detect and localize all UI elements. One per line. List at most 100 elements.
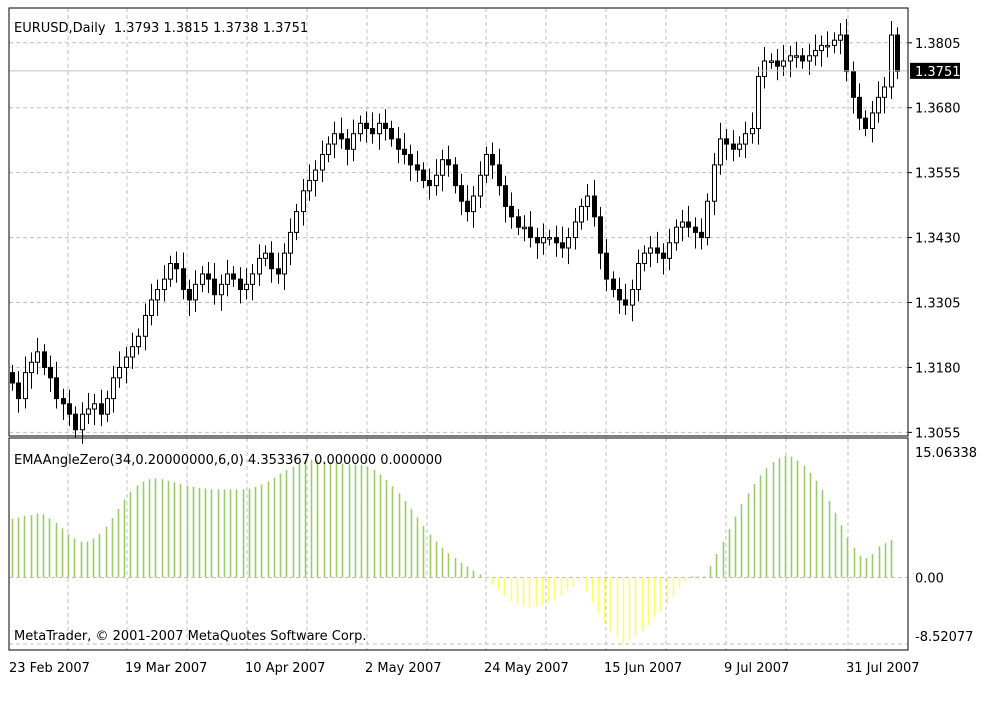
candle-body-up (92, 403, 97, 410)
candle-body-up (332, 133, 337, 145)
candle-body-up (225, 273, 230, 285)
candle-body-down (402, 148, 407, 155)
candle-body-up (636, 263, 641, 291)
candle-body-down (427, 179, 432, 187)
candle-body-down (174, 263, 179, 270)
candle-body-up (320, 153, 325, 171)
candle-body-down (509, 205, 514, 218)
candle-body-up (788, 55, 793, 62)
indicator-tick-label: 15.06338 (915, 446, 977, 461)
candle-body-up (876, 96, 881, 114)
indicator-pane-frame (8, 437, 909, 651)
candle-body-down (895, 34, 900, 72)
candle-body-down (383, 122, 388, 130)
candle-body-up (756, 76, 761, 130)
candle-body-up (124, 356, 129, 368)
candle-body-up (288, 231, 293, 254)
candle-body-down (516, 216, 521, 228)
current-price-label: 1.3751 (915, 65, 961, 80)
candle-body-down (554, 237, 559, 244)
axis-labels: 23 Feb 2007 19 Mar 2007 10 Apr 2007 2 May 2… (9, 37, 977, 676)
candle-body-up (471, 195, 476, 213)
candle-body-up (737, 143, 742, 150)
candle-body-up (566, 237, 571, 249)
candle-body-down (48, 366, 53, 379)
candle-body-down (187, 289, 192, 301)
price-tick-label: 1.3305 (915, 297, 961, 312)
time-axis-label: 9 Jul 2007 (724, 661, 789, 676)
time-axis-label: 15 Jun 2007 (604, 661, 682, 676)
candle-body-up (80, 413, 85, 431)
candle-body-down (724, 138, 729, 145)
candle-body-up (282, 252, 287, 275)
candle-body-down (693, 226, 698, 233)
indicator-header: EMAAngleZero(34,0.20000000,6,0) 4.353367… (14, 453, 442, 468)
time-axis-label: 24 May 2007 (484, 661, 569, 676)
candle-body-up (547, 237, 552, 240)
candle-body-up (680, 221, 685, 228)
candle-body-up (130, 346, 135, 358)
candle-body-down (857, 96, 862, 119)
candlestick-series (9, 18, 908, 444)
candle-body-up (263, 252, 268, 259)
price-chart-header: EURUSD,Daily 1.3793 1.3815 1.3738 1.3751 (14, 21, 308, 36)
candle-body-down (604, 252, 609, 280)
candle-body-up (484, 153, 489, 176)
candle-body-down (863, 117, 868, 130)
candle-body-up (819, 44, 824, 52)
time-axis-label: 19 Mar 2007 (125, 661, 207, 676)
candle-body-down (408, 153, 413, 166)
candle-body-up (440, 159, 445, 176)
candle-body-down (54, 377, 59, 400)
candle-body-up (307, 179, 312, 192)
candle-body-down (421, 169, 426, 181)
candle-body-up (377, 122, 382, 135)
candle-body-up (762, 60, 767, 78)
candle-body-up (111, 377, 116, 400)
candle-body-up (301, 190, 306, 213)
candle-body-up (712, 164, 717, 202)
candle-body-down (99, 403, 104, 415)
candle-body-up (244, 283, 249, 291)
time-axis-label: 2 May 2007 (365, 661, 442, 676)
candle-body-down (699, 231, 704, 239)
candle-body-up (781, 60, 786, 67)
candle-body-down (10, 372, 15, 384)
candle-body-down (623, 299, 628, 306)
candle-body-up (642, 252, 647, 265)
candle-body-down (73, 413, 78, 431)
time-axis-label: 23 Feb 2007 (9, 661, 90, 676)
candle-body-down (231, 273, 236, 280)
candle-body-down (731, 143, 736, 150)
candle-body-down (528, 226, 533, 239)
current-price-tag (910, 62, 960, 79)
price-tick-label: 1.3555 (915, 167, 961, 182)
candle-body-up (23, 372, 28, 400)
candle-body-down (775, 60, 780, 67)
candle-body-down (592, 195, 597, 218)
candle-body-up (168, 263, 173, 280)
candle-body-down (276, 268, 281, 275)
candle-body-up (813, 50, 818, 57)
candle-body-up (889, 34, 894, 88)
candle-body-up (882, 86, 887, 98)
candle-body-up (294, 211, 299, 233)
candle-body-up (743, 133, 748, 145)
candle-body-down (206, 273, 211, 280)
candle-body-down (490, 153, 495, 166)
candle-body-up (585, 195, 590, 207)
time-axis-label: 31 Jul 2007 (846, 661, 920, 676)
candle-body-up (29, 361, 34, 374)
candle-body-up (155, 289, 160, 301)
candle-body-up (149, 299, 154, 316)
candle-body-down (611, 278, 616, 291)
candle-body-up (807, 55, 812, 62)
candle-body-up (200, 273, 205, 285)
candle-body-down (459, 185, 464, 202)
candle-body-up (630, 289, 635, 306)
candle-body-down (844, 34, 849, 72)
candle-body-down (661, 252, 666, 259)
